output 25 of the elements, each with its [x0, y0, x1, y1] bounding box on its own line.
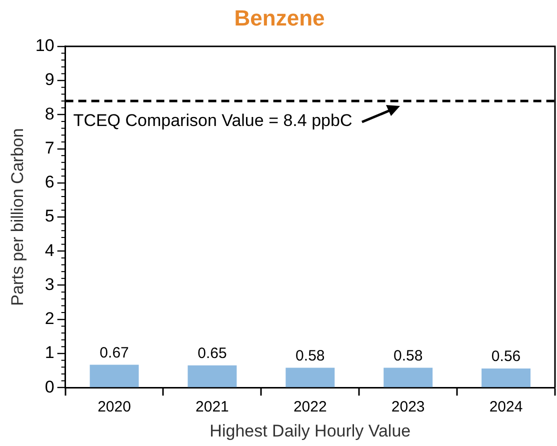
y-tick-label: 3: [44, 274, 54, 294]
data-label: 0.67: [100, 344, 129, 362]
x-tick-label: 2022: [293, 398, 327, 416]
y-tick-label: 5: [44, 206, 54, 226]
y-axis-title: Parts per billion Carbon: [8, 128, 27, 306]
y-tick-label: 6: [44, 172, 54, 192]
data-label: 0.58: [393, 347, 423, 364]
y-tick-label: 9: [44, 70, 54, 90]
x-tick-label: 2021: [196, 398, 229, 416]
data-label: 0.56: [491, 348, 521, 366]
y-tick-label: 8: [44, 104, 54, 124]
y-tick-label: 2: [44, 309, 54, 328]
chart-title: Benzene: [234, 5, 325, 30]
x-tick-label: 2023: [391, 398, 425, 416]
y-tick-label: 1: [44, 343, 54, 362]
legend-label: TCEQ Comparison Value = 8.4 ppbC: [73, 111, 352, 130]
x-tick-label: 2020: [98, 398, 131, 416]
y-tick-label: 4: [44, 240, 54, 260]
x-axis-title: Highest Daily Hourly Value: [210, 421, 411, 440]
data-label: 0.65: [198, 345, 227, 362]
x-tick-label: 2024: [489, 398, 523, 416]
y-tick-label: 7: [44, 138, 54, 158]
y-tick-label: 10: [35, 36, 54, 56]
data-label: 0.58: [296, 347, 325, 364]
y-tick-label: 0: [44, 377, 54, 396]
